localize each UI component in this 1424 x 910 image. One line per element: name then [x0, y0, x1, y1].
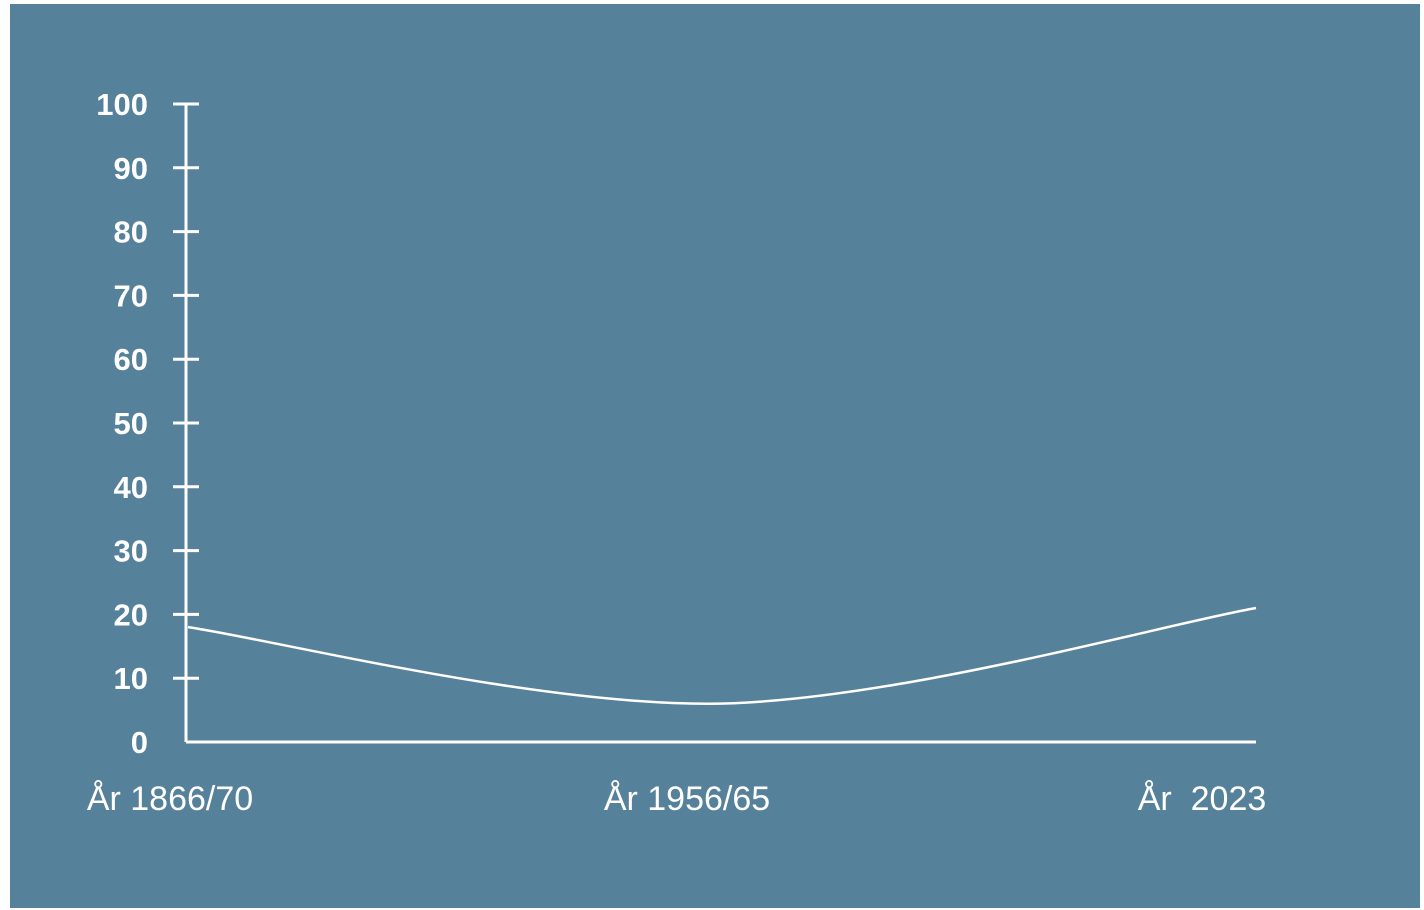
chart-panel — [10, 4, 1420, 908]
y-tick-label: 90 — [114, 151, 148, 186]
series-line-0 — [187, 606, 1257, 705]
category-labels: År 1866/70 År 1956/65 År 2023 — [87, 780, 1266, 818]
x-category-label: År 1866/70 — [87, 780, 253, 818]
y-tick-label: 30 — [114, 534, 148, 569]
x-category-label: År 1956/65 — [604, 780, 770, 818]
y-tick-label: 20 — [114, 597, 148, 632]
x-category-label: År 2023 — [1138, 780, 1267, 818]
y-tick-label: 50 — [114, 406, 148, 441]
y-tick-label: 70 — [114, 278, 148, 313]
series-layer — [187, 606, 1257, 705]
y-tick-label: 100 — [96, 87, 148, 122]
y-axis: 0 10 20 30 40 50 60 70 80 90 100 — [96, 87, 199, 760]
y-tick-label: 60 — [114, 342, 148, 377]
y-tick-label: 10 — [114, 661, 148, 696]
y-tick-label: 80 — [114, 215, 148, 250]
y-tick-label: 40 — [114, 470, 148, 505]
y-tick-label: 0 — [131, 725, 148, 760]
